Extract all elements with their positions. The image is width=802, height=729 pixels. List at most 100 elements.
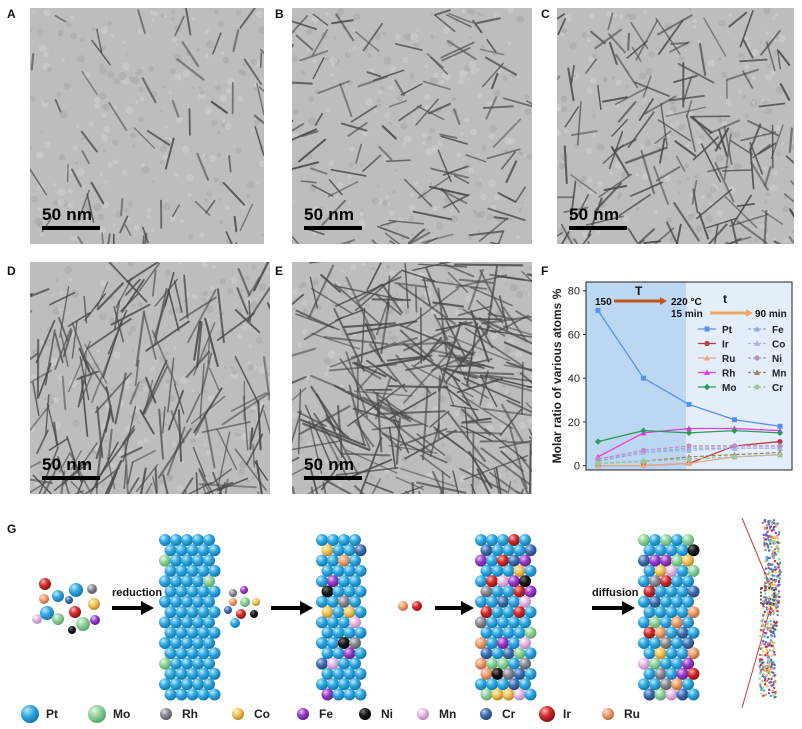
atom-pt [486,678,498,691]
model-atom [762,689,766,692]
atom-pt [327,595,339,608]
data-point [640,462,647,469]
model-atom [769,623,772,626]
atom-pt [671,575,683,588]
atom-mn [638,657,650,670]
model-atom [771,662,774,666]
atom-pt [316,616,328,629]
model-atom [764,580,768,583]
model-atom [770,628,773,631]
legend-swatch [417,708,429,720]
atom-pt [170,575,182,588]
model-atom [759,685,762,689]
atom-pt [343,626,356,639]
scale-bar-line [42,476,100,480]
scale-bar-b: 50 nm [304,205,362,230]
model-atom [773,635,776,638]
legend-label: Pt [46,707,58,721]
data-point [777,452,783,458]
atom-pt [203,616,215,629]
legend-item-cr: Cr [748,383,783,394]
scale-bar-d: 50 nm [42,455,100,480]
atom-rh [338,595,350,608]
atom-pt [682,595,694,608]
atom-pt [687,626,700,639]
model-atom [771,535,775,539]
legend-item-ru: Ru [698,354,735,365]
model-atom [769,542,772,545]
legend-item-fe: Fe [297,707,333,721]
atom-fe [90,615,100,625]
model-atom [763,668,766,672]
temp-symbol: T [635,284,643,298]
data-point [777,423,783,429]
atom-fe [321,688,334,701]
atom-pt [638,637,650,649]
atom-pt [676,544,689,557]
atom-rh [519,657,531,670]
model-atom [776,537,780,540]
atom-pt [164,667,177,680]
series-mo [594,427,784,445]
model-atom [761,635,764,638]
atom-pt [186,544,199,557]
atom-pt [203,637,215,649]
model-atom [763,683,767,686]
atom-pt [170,595,182,608]
atom-mo [687,564,700,577]
atom-pt [332,626,345,639]
atom-mo [682,534,694,546]
atom-mo [76,617,90,631]
model-atom [762,536,766,540]
diffusion-label: diffusion [592,587,639,599]
model-atom [768,660,771,663]
model-atom [774,695,777,699]
nanowire-stage-3 [475,534,537,701]
model-atom [764,567,768,570]
atom-pt [349,657,361,670]
model-atom [772,525,776,529]
model-atom [768,588,771,591]
model-atom [763,545,767,548]
atom-co [88,598,100,610]
scale-bar-e: 50 nm [304,455,362,480]
atom-pt [502,564,515,577]
atom-pt [175,564,188,577]
legend-label: Ni [772,354,782,365]
data-point [686,401,692,407]
model-atom [771,649,775,652]
model-atom [774,608,777,611]
atom-mo [52,613,64,625]
atom-pt [164,606,177,619]
y-axis-label: Molar ratio of various atoms % [550,288,564,463]
atom-pt [486,616,498,629]
atom-pt [338,534,350,546]
atom-pt [186,564,199,577]
atom-pt [643,647,656,660]
atom-co [654,564,667,577]
atom-cr [676,626,689,639]
time-arrow-head [746,309,753,317]
atom-fe [649,554,661,567]
atom-pt [349,534,361,546]
atom-ir [39,578,51,590]
atom-pt [159,575,171,588]
model-atom [768,581,771,584]
atom-pt [491,606,504,619]
model-atom [760,658,764,661]
atom-mo [649,657,661,670]
atom-mo [240,597,250,607]
atom-ru [475,657,487,670]
atom-pt [170,554,182,567]
model-atom [764,548,767,552]
data-point [686,447,692,453]
precursor-cluster [32,578,100,634]
atom-pt [497,678,509,691]
atom-pt [175,647,188,660]
incoming-atoms-2 [398,601,422,611]
atom-pt [354,647,367,660]
model-atom [777,599,781,603]
model-atom [772,686,776,690]
atom-pt [181,616,193,629]
atom-pt [475,575,487,588]
